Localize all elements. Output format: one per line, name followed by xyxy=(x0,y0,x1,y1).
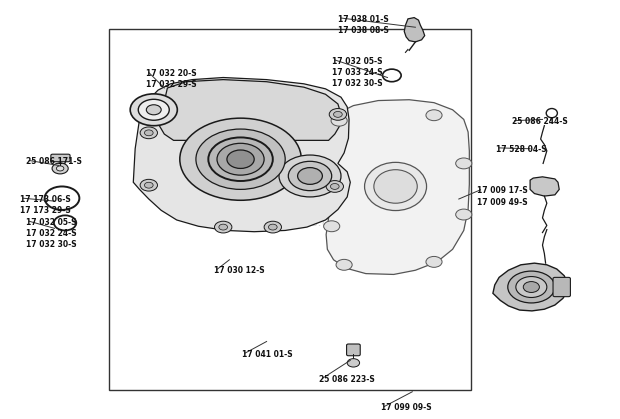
Text: 17 041 01-S: 17 041 01-S xyxy=(242,350,293,359)
Text: 17 009 17-S
17 009 49-S: 17 009 17-S 17 009 49-S xyxy=(477,186,528,207)
Circle shape xyxy=(279,155,341,197)
FancyBboxPatch shape xyxy=(51,154,70,162)
Circle shape xyxy=(288,161,332,191)
Circle shape xyxy=(426,256,442,267)
Text: 25 086 223-S: 25 086 223-S xyxy=(319,375,375,384)
Circle shape xyxy=(140,127,157,139)
Circle shape xyxy=(523,282,539,292)
Circle shape xyxy=(215,221,232,233)
Circle shape xyxy=(138,99,169,120)
Polygon shape xyxy=(493,263,567,311)
Circle shape xyxy=(196,129,285,189)
Text: 17 032 05-S
17 033 24-S
17 032 30-S: 17 032 05-S 17 033 24-S 17 032 30-S xyxy=(332,57,383,88)
Circle shape xyxy=(326,181,343,192)
Circle shape xyxy=(227,150,254,168)
Circle shape xyxy=(56,166,64,171)
Text: 17 032 05-S
17 032 24-S
17 032 30-S: 17 032 05-S 17 032 24-S 17 032 30-S xyxy=(26,218,77,249)
Circle shape xyxy=(219,224,228,230)
Circle shape xyxy=(508,271,555,303)
Text: 17 038 01-S
17 038 08-S: 17 038 01-S 17 038 08-S xyxy=(338,15,389,35)
Circle shape xyxy=(264,221,281,233)
Circle shape xyxy=(456,158,472,169)
Circle shape xyxy=(130,94,177,126)
Text: 17 528 04-S: 17 528 04-S xyxy=(496,145,547,153)
Polygon shape xyxy=(326,100,469,274)
Circle shape xyxy=(516,277,547,297)
Bar xyxy=(108,29,471,390)
Circle shape xyxy=(180,118,301,200)
Text: 17 173 06-S
17 173 29-S: 17 173 06-S 17 173 29-S xyxy=(20,195,71,215)
Circle shape xyxy=(426,110,442,121)
Text: 25 086 244-S: 25 086 244-S xyxy=(512,117,567,126)
Polygon shape xyxy=(133,78,350,232)
FancyBboxPatch shape xyxy=(347,344,360,356)
Circle shape xyxy=(330,184,339,189)
Circle shape xyxy=(331,115,347,126)
Text: 17 030 12-S: 17 030 12-S xyxy=(214,266,265,275)
Circle shape xyxy=(324,221,340,232)
Circle shape xyxy=(208,137,273,181)
Ellipse shape xyxy=(365,162,427,210)
Circle shape xyxy=(268,224,277,230)
Circle shape xyxy=(456,209,472,220)
Circle shape xyxy=(146,105,161,115)
Circle shape xyxy=(217,143,264,175)
Circle shape xyxy=(144,182,153,188)
Text: 17 099 09-S: 17 099 09-S xyxy=(381,403,432,412)
Circle shape xyxy=(298,168,322,184)
Circle shape xyxy=(336,259,352,270)
Ellipse shape xyxy=(374,170,417,203)
Circle shape xyxy=(329,109,347,120)
Circle shape xyxy=(334,111,342,117)
Text: 25 086 171-S: 25 086 171-S xyxy=(26,157,82,166)
FancyBboxPatch shape xyxy=(553,277,570,297)
Circle shape xyxy=(52,163,68,174)
Text: 17 032 20-S
17 032 29-S: 17 032 20-S 17 032 29-S xyxy=(146,69,197,89)
Circle shape xyxy=(144,130,153,136)
Polygon shape xyxy=(158,80,341,140)
Circle shape xyxy=(347,359,360,367)
Polygon shape xyxy=(530,177,559,196)
Polygon shape xyxy=(404,18,425,42)
Text: eReplacementParts.com: eReplacementParts.com xyxy=(197,215,349,229)
Circle shape xyxy=(140,179,157,191)
